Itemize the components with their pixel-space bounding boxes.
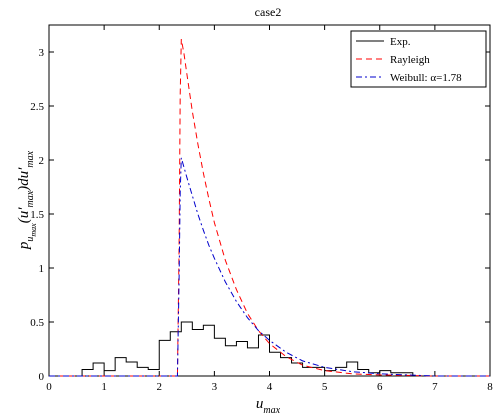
y-axis-label: pumax(u′max)du′max <box>16 150 38 250</box>
x-tick-label: 0 <box>46 381 52 393</box>
x-axis-label: umax <box>256 396 281 416</box>
x-tick-label: 4 <box>267 381 273 393</box>
legend-label-weibull: Weibull: α=1.78 <box>390 72 462 84</box>
svg-text:pumax(u′max)du′max: pumax(u′max)du′max <box>16 150 38 250</box>
legend-box <box>350 30 487 88</box>
x-tick-label: 8 <box>487 381 493 393</box>
x-tick-label: 6 <box>377 381 383 393</box>
y-tick-label: 2 <box>39 155 45 167</box>
y-tick-label: 1 <box>39 263 45 275</box>
x-tick-label: 5 <box>322 381 328 393</box>
legend-label-rayleigh: Rayleigh <box>390 54 430 66</box>
legend: Exp. Rayleigh Weibull: α=1.78 <box>350 30 487 88</box>
x-tick-label: 3 <box>212 381 218 393</box>
y-tick-label: 0.5 <box>30 317 44 329</box>
series-rayleigh-line <box>49 38 490 377</box>
x-tick-label: 1 <box>101 381 107 393</box>
series-exp-histogram <box>49 321 490 377</box>
x-axis: 0 1 2 3 4 5 6 7 8 <box>46 25 493 393</box>
x-tick-label: 7 <box>432 381 438 393</box>
y-tick-label: 1.5 <box>30 209 44 221</box>
y-tick-label: 0 <box>39 371 45 383</box>
series-weibull-line <box>49 157 490 377</box>
chart-title: case2 <box>255 5 282 19</box>
y-tick-label: 3 <box>39 47 45 59</box>
x-tick-label: 2 <box>157 381 163 393</box>
series-layer <box>49 38 490 377</box>
y-tick-label: 2.5 <box>30 101 44 113</box>
legend-label-exp: Exp. <box>390 36 411 48</box>
